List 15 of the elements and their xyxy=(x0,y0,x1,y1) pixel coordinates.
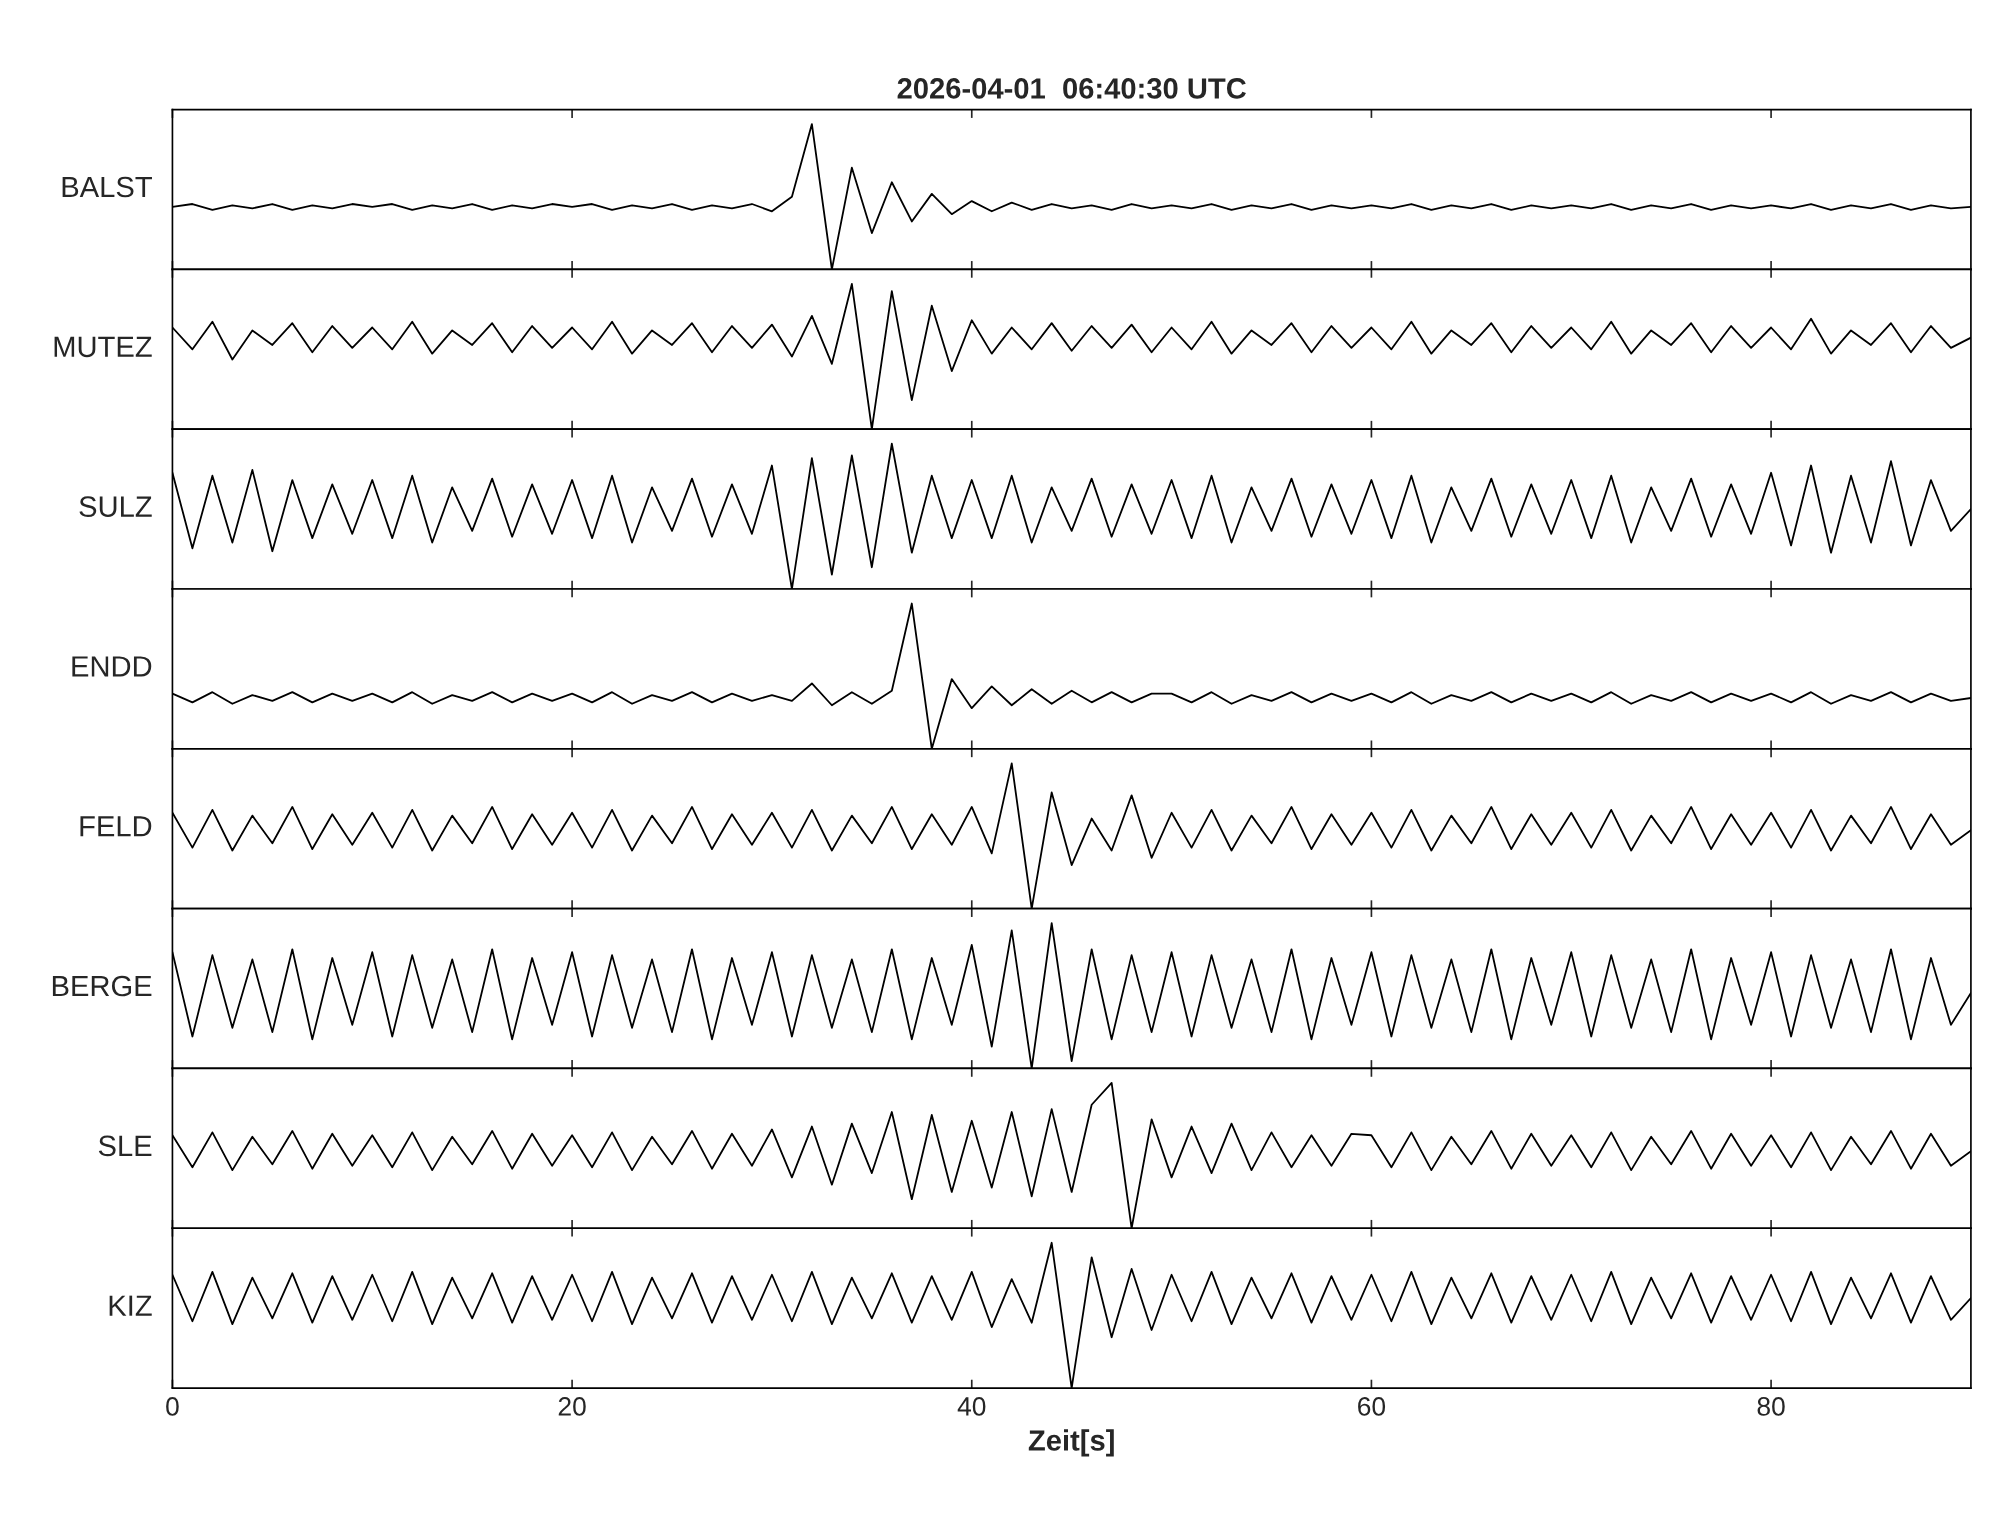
chart-title: 2026-04-01 06:40:30 UTC xyxy=(897,78,1246,99)
y-axis-title: BERGE xyxy=(52,975,152,997)
x-tick-label: 40 xyxy=(957,1397,986,1416)
y-axis-title: SULZ xyxy=(79,496,152,517)
y-axis-title: BALST xyxy=(62,176,152,198)
x-tick-label: 60 xyxy=(1358,1397,1386,1416)
x-axis-title: Zeit[s] xyxy=(1028,1429,1114,1457)
y-axis-title: SLE xyxy=(98,1135,152,1157)
y-axis-title: MUTEZ xyxy=(54,336,152,358)
x-tick-label: 0 xyxy=(166,1397,179,1416)
x-tick-label: 80 xyxy=(1757,1397,1785,1416)
y-axis-title: FELD xyxy=(80,816,152,837)
y-axis-title: KIZ xyxy=(109,1295,152,1316)
x-tick-label: 20 xyxy=(558,1397,586,1416)
y-axis-title: ENDD xyxy=(72,656,152,677)
